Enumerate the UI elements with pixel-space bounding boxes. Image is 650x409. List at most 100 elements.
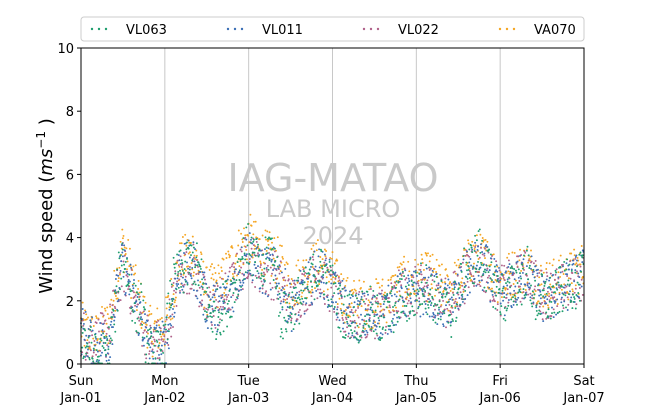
data-point xyxy=(254,220,257,223)
data-point xyxy=(344,330,347,333)
data-point xyxy=(283,284,286,287)
data-point xyxy=(123,254,126,257)
data-point xyxy=(453,286,456,289)
watermark-line-2: LAB MICRO xyxy=(266,195,401,223)
data-point xyxy=(212,278,215,281)
data-point xyxy=(581,261,584,264)
data-point xyxy=(139,301,142,304)
data-point xyxy=(103,349,106,352)
data-point xyxy=(182,291,185,294)
data-point xyxy=(556,311,559,314)
data-point xyxy=(136,317,139,320)
data-point xyxy=(184,280,187,283)
data-point xyxy=(374,337,376,340)
data-point xyxy=(443,281,446,284)
data-point xyxy=(393,293,396,296)
data-point xyxy=(114,278,117,280)
data-point xyxy=(167,294,170,297)
data-point xyxy=(571,272,574,274)
data-point xyxy=(281,256,284,258)
data-point xyxy=(493,257,496,260)
data-point xyxy=(102,332,105,335)
data-point xyxy=(134,321,137,324)
data-point xyxy=(219,286,222,289)
data-point xyxy=(504,319,507,322)
data-point xyxy=(468,255,471,258)
data-point xyxy=(224,272,227,275)
data-point xyxy=(452,293,455,296)
data-point xyxy=(316,284,319,287)
data-point xyxy=(258,290,261,293)
data-point xyxy=(524,251,527,254)
data-point xyxy=(403,312,406,315)
data-point xyxy=(378,325,381,328)
data-point xyxy=(150,335,153,338)
data-point xyxy=(227,308,230,311)
data-point xyxy=(156,307,159,310)
data-point xyxy=(278,264,281,267)
data-point xyxy=(581,275,584,278)
data-point xyxy=(285,261,288,264)
data-point xyxy=(271,272,273,275)
data-point xyxy=(445,304,447,307)
data-point xyxy=(247,269,250,272)
data-point xyxy=(427,294,430,297)
data-point xyxy=(382,313,385,316)
data-point xyxy=(121,255,124,258)
data-point xyxy=(294,283,297,286)
data-point xyxy=(92,325,95,327)
data-point xyxy=(522,288,525,291)
data-point xyxy=(566,258,569,261)
data-point xyxy=(407,299,410,302)
data-point xyxy=(215,298,218,301)
data-point xyxy=(563,291,566,294)
data-point xyxy=(166,338,169,341)
data-point xyxy=(581,249,584,252)
data-point xyxy=(205,266,208,269)
data-point xyxy=(312,244,315,247)
data-point xyxy=(577,296,580,299)
data-point xyxy=(114,295,117,297)
data-point xyxy=(571,288,574,291)
data-point xyxy=(368,317,371,319)
data-point xyxy=(365,329,368,332)
data-point xyxy=(403,275,406,278)
data-point xyxy=(427,284,429,287)
data-point xyxy=(244,236,247,239)
data-point xyxy=(397,269,400,272)
data-point xyxy=(548,299,551,302)
data-point xyxy=(180,282,183,285)
data-point xyxy=(495,264,498,267)
data-point xyxy=(387,279,390,282)
data-point xyxy=(530,284,532,287)
data-point xyxy=(349,315,351,318)
data-point xyxy=(142,310,145,313)
data-point xyxy=(182,273,185,276)
data-point xyxy=(164,320,167,323)
data-point xyxy=(112,326,114,329)
data-point xyxy=(283,292,286,295)
data-point xyxy=(341,287,344,290)
data-point xyxy=(156,350,159,353)
data-point xyxy=(194,264,197,267)
data-point xyxy=(153,326,156,329)
data-point xyxy=(305,259,308,262)
data-point xyxy=(263,273,266,276)
data-point xyxy=(354,336,357,339)
data-point xyxy=(166,302,169,305)
data-point xyxy=(573,291,576,294)
data-point xyxy=(565,262,568,265)
data-point xyxy=(406,287,408,290)
data-point xyxy=(247,223,250,225)
data-point xyxy=(202,313,205,316)
data-point xyxy=(180,275,183,278)
data-point xyxy=(493,300,496,303)
data-point xyxy=(516,303,518,306)
data-point xyxy=(91,317,94,320)
data-point xyxy=(283,263,286,266)
data-point xyxy=(350,311,353,314)
data-point xyxy=(102,346,105,349)
data-point xyxy=(291,291,294,294)
data-point xyxy=(278,287,281,290)
data-point xyxy=(532,270,535,273)
